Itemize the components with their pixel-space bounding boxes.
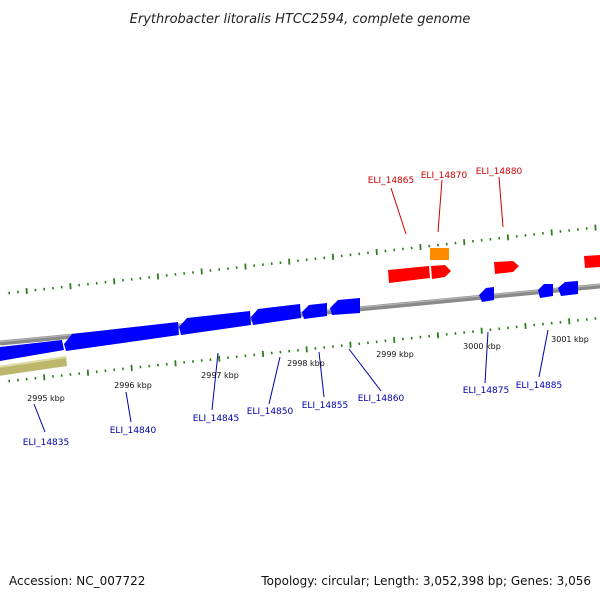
leader-eli-14875 (484, 331, 489, 384)
gene-label-eli-14875[interactable]: ELI_14875 (463, 386, 510, 396)
gene-eli-14840[interactable] (64, 322, 179, 351)
kbp-label: 2995 kbp (27, 394, 65, 403)
gene-eli-14855[interactable] (302, 303, 327, 319)
kbp-label: 2999 kbp (376, 350, 414, 359)
kbp-label: 3000 kbp (463, 342, 501, 351)
gene-eli-14860[interactable] (330, 298, 360, 315)
gene-eli-14865[interactable] (388, 266, 430, 283)
reverse-genes (0, 281, 578, 361)
leader-eli-14845 (211, 352, 219, 411)
topology-text: Topology: circular; Length: 3,052,398 bp… (260, 574, 591, 588)
gene-label-eli-14880[interactable]: ELI_14880 (476, 167, 523, 177)
feature-khaki[interactable] (0, 356, 67, 376)
kbp-label: 2998 kbp (287, 359, 325, 368)
inner-tick-row (8, 317, 597, 383)
gene-label-eli-14840[interactable]: ELI_14840 (110, 426, 157, 436)
leader-lines (33, 176, 549, 433)
gene-label-eli-14855[interactable]: ELI_14855 (302, 401, 349, 411)
gene-label-eli-14850[interactable]: ELI_14850 (247, 407, 294, 417)
gene-eli-14875[interactable] (479, 287, 494, 302)
gene-reverse-small[interactable] (538, 284, 553, 298)
leader-eli-14850 (268, 356, 281, 405)
leader-eli-14880 (498, 176, 504, 228)
gene-label-eli-14835[interactable]: ELI_14835 (23, 438, 70, 448)
kbp-label: 2997 kbp (201, 371, 239, 380)
leader-eli-14865 (390, 187, 407, 235)
gene-eli-14850[interactable] (251, 304, 301, 325)
leader-eli-14885 (538, 329, 549, 378)
kbp-labels: 2995 kbp 2996 kbp 2997 kbp 2998 kbp 2999… (27, 335, 589, 403)
gene-label-eli-14845[interactable]: ELI_14845 (193, 414, 240, 424)
gene-label-eli-14870[interactable]: ELI_14870 (421, 171, 468, 181)
gene-eli-14870[interactable] (431, 265, 451, 279)
gene-rna-orange[interactable] (430, 248, 449, 260)
map-title: Erythrobacter litoralis HTCC2594, comple… (130, 12, 471, 27)
outer-tick-row (8, 224, 597, 295)
accession-text: Accession: NC_007722 (9, 574, 145, 588)
gene-label-eli-14865[interactable]: ELI_14865 (368, 176, 415, 186)
gene-eli-14835[interactable] (0, 340, 64, 361)
kbp-label: 2996 kbp (114, 381, 152, 390)
leader-eli-14855 (318, 351, 325, 398)
gene-eli-14885[interactable] (558, 281, 578, 296)
gene-eli-14880[interactable] (494, 261, 519, 274)
reverse-gene-labels: ELI_14835 ELI_14840 ELI_14845 ELI_14850 … (23, 381, 563, 448)
leader-eli-14835 (33, 403, 46, 433)
gene-label-eli-14860[interactable]: ELI_14860 (358, 394, 405, 404)
gene-label-eli-14885[interactable]: ELI_14885 (516, 381, 563, 391)
forward-genes (388, 248, 600, 283)
gene-forward-edge[interactable] (584, 255, 600, 268)
leader-eli-14870 (437, 179, 443, 233)
kbp-label: 3001 kbp (551, 335, 589, 344)
leader-eli-14840 (125, 391, 132, 423)
leader-eli-14860 (348, 348, 382, 392)
forward-gene-labels: ELI_14865 ELI_14870 ELI_14880 (368, 167, 523, 186)
gene-eli-14845[interactable] (179, 311, 251, 335)
